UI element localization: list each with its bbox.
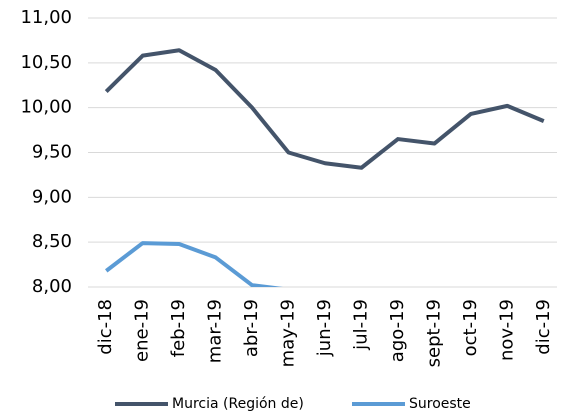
plot-area — [104, 48, 545, 287]
x-tick-label: jul-19 — [350, 299, 371, 351]
y-tick-label: 10,50 — [20, 52, 72, 73]
y-tick-label: 10,00 — [20, 97, 72, 118]
x-tick-label: sept-19 — [423, 299, 444, 367]
legend-label: Murcia (Región de) — [172, 396, 304, 412]
y-tick-label: 8,50 — [32, 231, 72, 252]
x-tick-label: nov-19 — [496, 299, 517, 361]
legend-label: Suroeste — [409, 396, 471, 412]
x-tick-label: abr-19 — [241, 299, 262, 357]
x-tick-label: ene-19 — [132, 299, 153, 362]
x-tick-label: dic-19 — [533, 299, 554, 355]
y-tick-label: 11,00 — [20, 7, 72, 28]
line-series — [104, 48, 545, 170]
x-tick-label: dic-18 — [95, 299, 116, 355]
y-tick-label: 9,50 — [32, 142, 72, 163]
x-tick-label: mar-19 — [205, 299, 226, 363]
x-tick-label: jun-19 — [314, 299, 335, 357]
line-series — [105, 241, 284, 287]
x-tick-label: feb-19 — [168, 299, 189, 357]
x-tick-label: oct-19 — [460, 299, 481, 356]
y-tick-label: 9,00 — [32, 186, 72, 207]
x-tick-label: may-19 — [278, 299, 299, 367]
x-tick-label: ago-19 — [387, 299, 408, 362]
y-tick-label: 8,00 — [32, 276, 72, 297]
